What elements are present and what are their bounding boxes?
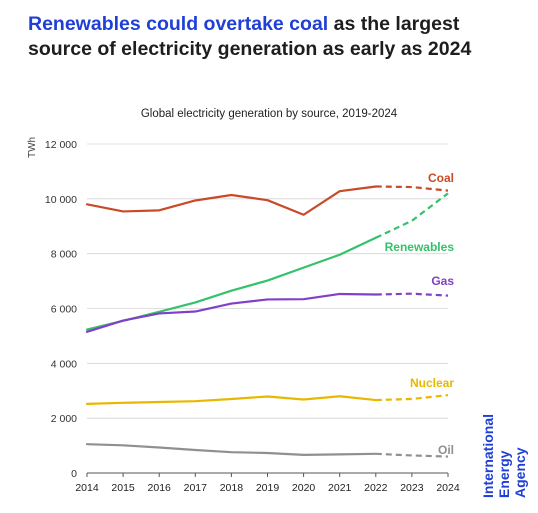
x-tick-label: 2018 — [220, 482, 244, 494]
chart-title: Global electricity generation by source,… — [140, 108, 398, 120]
y-tick-label: 6 000 — [51, 304, 77, 316]
series-nuclear-line — [85, 395, 377, 406]
series-label-coal: Coal — [428, 171, 454, 185]
series-label-gas: Gas — [431, 274, 454, 288]
x-tick-label: 2017 — [184, 482, 208, 494]
x-tick-label: 2014 — [75, 482, 99, 494]
y-tick-label: 8 000 — [51, 249, 77, 261]
series-gas-line — [85, 292, 377, 333]
x-tick-label: 2021 — [328, 482, 352, 494]
y-tick-label: 2 000 — [51, 413, 77, 425]
series-label-oil: Oil — [438, 443, 454, 457]
series-oil-line — [85, 443, 377, 457]
brand-line-1: International — [480, 413, 496, 498]
headline: Renewables could overtake coal as the la… — [28, 12, 508, 62]
x-tick-label: 2024 — [436, 482, 460, 494]
series-gas-forecast-line — [375, 292, 449, 297]
x-tick-label: 2020 — [292, 482, 316, 494]
series-label-renewables: Renewables — [385, 240, 455, 254]
y-tick-label: 4 000 — [51, 358, 77, 370]
series-label-nuclear: Nuclear — [410, 376, 454, 390]
iea-logo: International Energy Agency — [480, 398, 528, 498]
y-tick-label: 0 — [71, 468, 77, 480]
x-tick-label: 2023 — [400, 482, 424, 494]
y-tick-label: 10 000 — [45, 194, 77, 206]
headline-highlight: Renewables could overtake coal — [28, 13, 329, 35]
series-coal-line — [85, 185, 377, 216]
x-tick-label: 2015 — [111, 482, 135, 494]
x-tick-label: 2022 — [364, 482, 388, 494]
headline-rest: as the largest source of electricity gen… — [28, 13, 472, 60]
series-coal-forecast-line — [375, 185, 449, 192]
series-renewables-forecast-line — [375, 192, 449, 239]
x-tick-label: 2019 — [256, 482, 280, 494]
y-tick-label: 12 000 — [45, 139, 77, 151]
series-nuclear-forecast-line — [375, 394, 449, 402]
brand-line-2: Energy Agency — [496, 447, 528, 498]
series-oil-forecast-line — [375, 452, 449, 458]
x-tick-label: 2016 — [148, 482, 172, 494]
series-renewables-line — [85, 236, 377, 331]
